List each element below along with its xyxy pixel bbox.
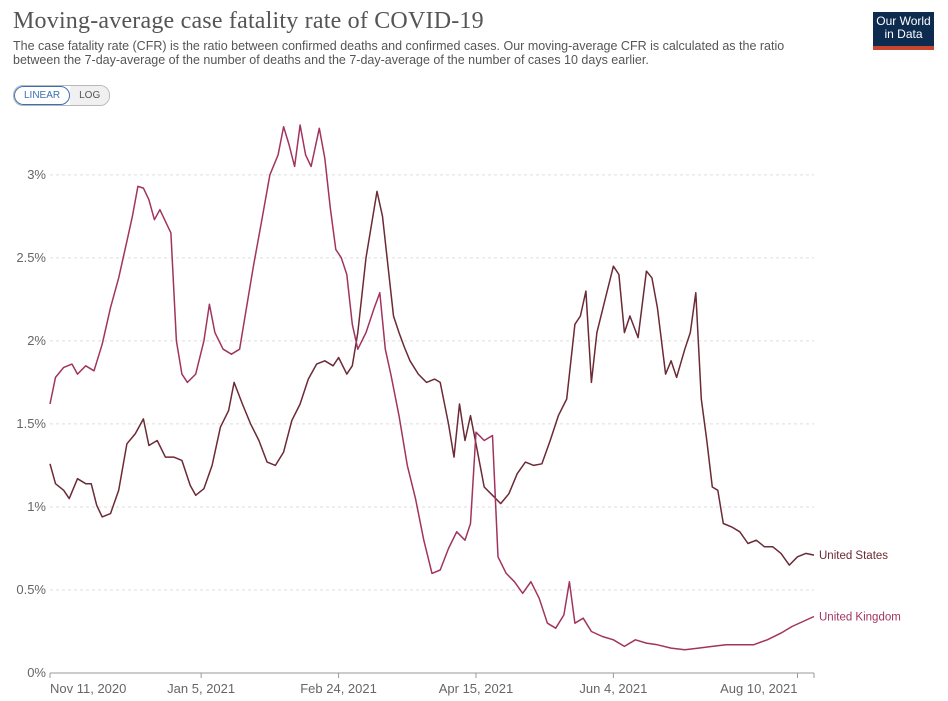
chart-subtitle: The case fatality rate (CFR) is the rati… <box>13 39 785 67</box>
owid-logo[interactable]: Our World in Data <box>873 12 934 50</box>
scale-toggle: LINEAR LOG <box>13 85 111 106</box>
series-label-united-kingdom: United Kingdom <box>819 612 901 624</box>
log-scale-button[interactable]: LOG <box>70 86 110 105</box>
series-line-united-kingdom <box>49 124 815 651</box>
x-tick-label: Jun 4, 2021 <box>579 681 647 696</box>
y-tick-label: 1.5% <box>16 416 46 431</box>
series-label-united-states: United States <box>819 550 888 562</box>
y-tick-label: 3% <box>27 167 46 182</box>
series-line-united-states <box>49 190 815 566</box>
y-tick-label: 0.5% <box>16 582 46 597</box>
y-tick-label: 1% <box>27 499 46 514</box>
x-tick-label: Nov 11, 2020 <box>50 681 126 696</box>
chart-title: Moving-average case fatality rate of COV… <box>13 8 484 34</box>
logo-line-2: in Data <box>884 27 923 41</box>
y-tick-label: 2.5% <box>16 250 46 265</box>
x-tick-label: Apr 15, 2021 <box>439 681 513 696</box>
y-tick-label: 2% <box>27 333 46 348</box>
y-tick-label: 0% <box>27 665 46 680</box>
x-tick-label: Aug 10, 2021 <box>720 681 797 696</box>
x-tick-label: Feb 24, 2021 <box>300 681 377 696</box>
x-tick-label: Jan 5, 2021 <box>167 681 235 696</box>
linear-scale-button[interactable]: LINEAR <box>14 86 71 105</box>
logo-line-1: Our World <box>876 14 931 28</box>
